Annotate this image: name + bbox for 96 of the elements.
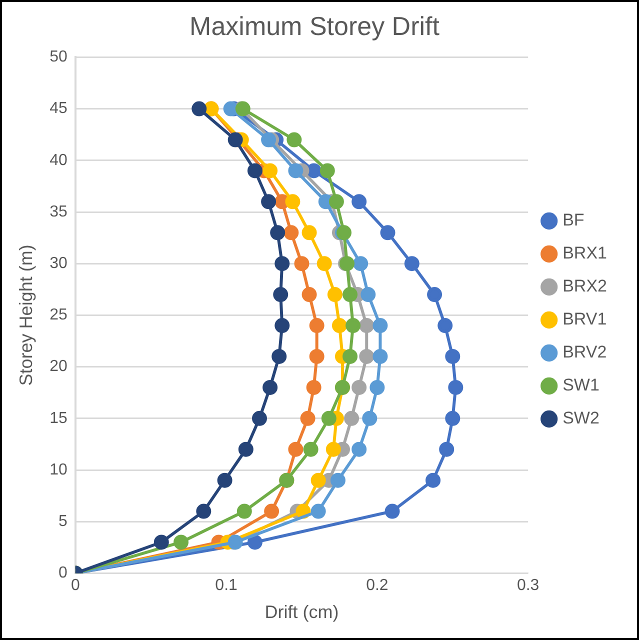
- point: [321, 410, 336, 426]
- point: [438, 318, 453, 334]
- point: [384, 504, 400, 519]
- y-tick-label: 35: [50, 203, 68, 220]
- point: [286, 132, 302, 148]
- point: [274, 318, 290, 334]
- point: [217, 472, 232, 488]
- point: [342, 287, 358, 302]
- point: [445, 348, 460, 364]
- legend-label: SW2: [562, 408, 600, 428]
- point: [306, 380, 322, 395]
- point: [272, 348, 287, 364]
- point: [359, 318, 374, 334]
- y-tick-label: 30: [50, 255, 68, 272]
- point: [316, 256, 332, 272]
- point: [330, 472, 346, 488]
- point: [352, 442, 367, 457]
- legend-label: SW1: [562, 376, 600, 395]
- point: [261, 132, 276, 148]
- legend-label: BRV1: [562, 310, 607, 329]
- point: [372, 348, 388, 364]
- point: [270, 225, 286, 240]
- point: [247, 534, 262, 550]
- point: [284, 225, 299, 240]
- point: [285, 194, 300, 210]
- point: [426, 472, 441, 488]
- y-tick-label: 25: [50, 306, 68, 324]
- legend-label: BRV2: [562, 342, 607, 362]
- legend-label: BF: [562, 210, 584, 230]
- point: [154, 534, 169, 550]
- point: [310, 504, 326, 519]
- point: [288, 163, 304, 178]
- point: [262, 163, 278, 178]
- x-tick-label: 0: [70, 577, 80, 594]
- point: [174, 534, 189, 550]
- point: [439, 442, 454, 457]
- y-tick-label: 50: [50, 48, 68, 66]
- x-tick-label: 0.2: [366, 577, 388, 594]
- point: [445, 410, 460, 426]
- point: [352, 380, 367, 395]
- point: [236, 504, 252, 519]
- point: [294, 256, 310, 272]
- point: [261, 194, 276, 210]
- point: [353, 256, 368, 272]
- point: [332, 318, 347, 334]
- point: [362, 410, 378, 426]
- y-tick-label: 5: [58, 513, 68, 530]
- y-tick-label: 15: [50, 410, 68, 427]
- y-axis-title: Storey Height (m): [16, 244, 36, 386]
- point: [344, 410, 360, 426]
- point: [310, 472, 326, 488]
- point: [427, 287, 442, 302]
- point: [359, 348, 374, 364]
- point: [288, 442, 304, 457]
- point: [238, 442, 254, 457]
- point: [370, 380, 385, 395]
- point: [228, 132, 243, 148]
- point: [326, 442, 341, 457]
- point: [327, 287, 342, 302]
- point: [264, 504, 280, 519]
- y-tick-label: 10: [50, 461, 68, 478]
- point: [223, 101, 238, 116]
- point: [262, 380, 278, 395]
- legend-label: BRX1: [562, 244, 608, 263]
- point: [448, 380, 464, 395]
- point: [372, 318, 388, 334]
- x-axis-title: Drift (cm): [264, 602, 339, 622]
- point: [274, 256, 290, 272]
- legend-label: BRX2: [562, 276, 608, 296]
- point: [302, 287, 317, 302]
- point: [342, 348, 358, 364]
- point: [252, 410, 267, 426]
- point: [309, 348, 324, 364]
- point: [302, 225, 317, 240]
- chart-title: Maximum Storey Drift: [190, 10, 440, 41]
- point: [309, 318, 324, 334]
- y-tick-label: 45: [50, 100, 68, 118]
- point: [360, 287, 376, 302]
- point: [273, 287, 288, 302]
- point: [192, 101, 207, 116]
- x-tick-label: 0.1: [215, 577, 238, 594]
- y-tick-label: 40: [50, 152, 68, 169]
- point: [352, 194, 367, 210]
- point: [328, 194, 344, 210]
- point: [404, 256, 420, 272]
- point: [247, 163, 262, 178]
- y-tick-label: 0: [58, 564, 68, 582]
- y-tick-label: 20: [50, 358, 68, 376]
- point: [306, 163, 322, 178]
- point: [320, 163, 335, 178]
- point: [300, 410, 316, 426]
- point: [346, 318, 361, 334]
- x-tick-label: 0.3: [516, 577, 540, 594]
- point: [196, 504, 212, 519]
- point: [380, 225, 396, 240]
- point: [303, 442, 318, 457]
